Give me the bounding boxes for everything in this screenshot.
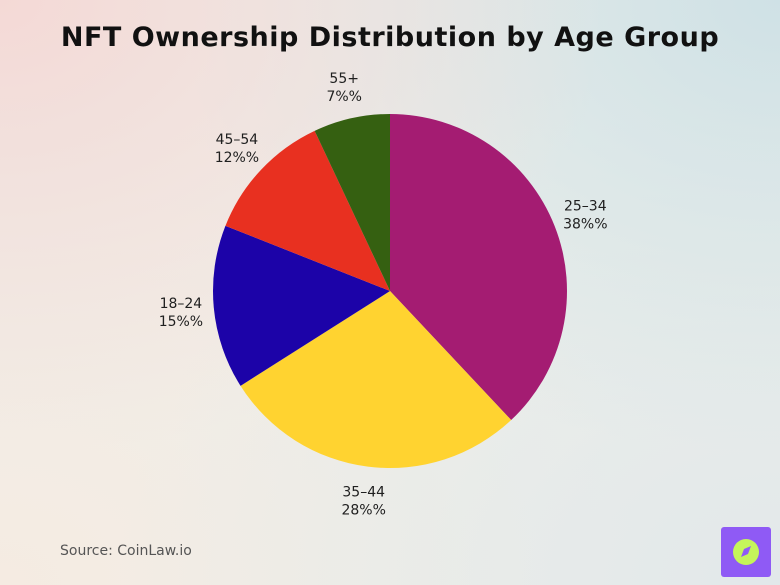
pie-labels: 25–34 38%%35–44 28%%18–24 15%%45–54 12%%55+ 7…: [159, 71, 608, 518]
pie-slice-0: [390, 114, 567, 421]
slice-label-3: 45–54 12%%: [215, 132, 259, 166]
pie-slice-3: [225, 130, 390, 291]
pie-slice-2: [212, 225, 390, 386]
chart-title: NFT Ownership Distribution by Age Group: [60, 22, 720, 53]
pie-slice-1: [240, 291, 512, 469]
slice-value-3: 12%%: [215, 150, 259, 166]
slice-value-1: 28%%: [341, 502, 385, 518]
slice-label-4: 55+ 7%%: [326, 71, 362, 105]
slice-category-0: 25–34: [564, 199, 607, 215]
slice-category-2: 18–24: [160, 296, 203, 312]
source-note: Source: CoinLaw.io: [60, 543, 192, 559]
slice-label-2: 18–24 15%%: [159, 296, 203, 330]
slice-value-4: 7%%: [326, 89, 362, 105]
slice-category-4: 55+: [329, 71, 359, 87]
slice-category-1: 35–44: [342, 484, 385, 500]
slice-label-0: 25–34 38%%: [563, 199, 607, 233]
pie-slice-4: [314, 114, 390, 291]
slice-label-1: 35–44 28%%: [341, 484, 385, 518]
slice-value-2: 15%%: [159, 314, 203, 330]
slice-category-3: 45–54: [216, 132, 259, 148]
compass-icon: [721, 527, 771, 577]
slice-value-0: 38%%: [563, 217, 607, 233]
pie-slices: [212, 114, 567, 469]
brand-badge: [721, 527, 771, 577]
